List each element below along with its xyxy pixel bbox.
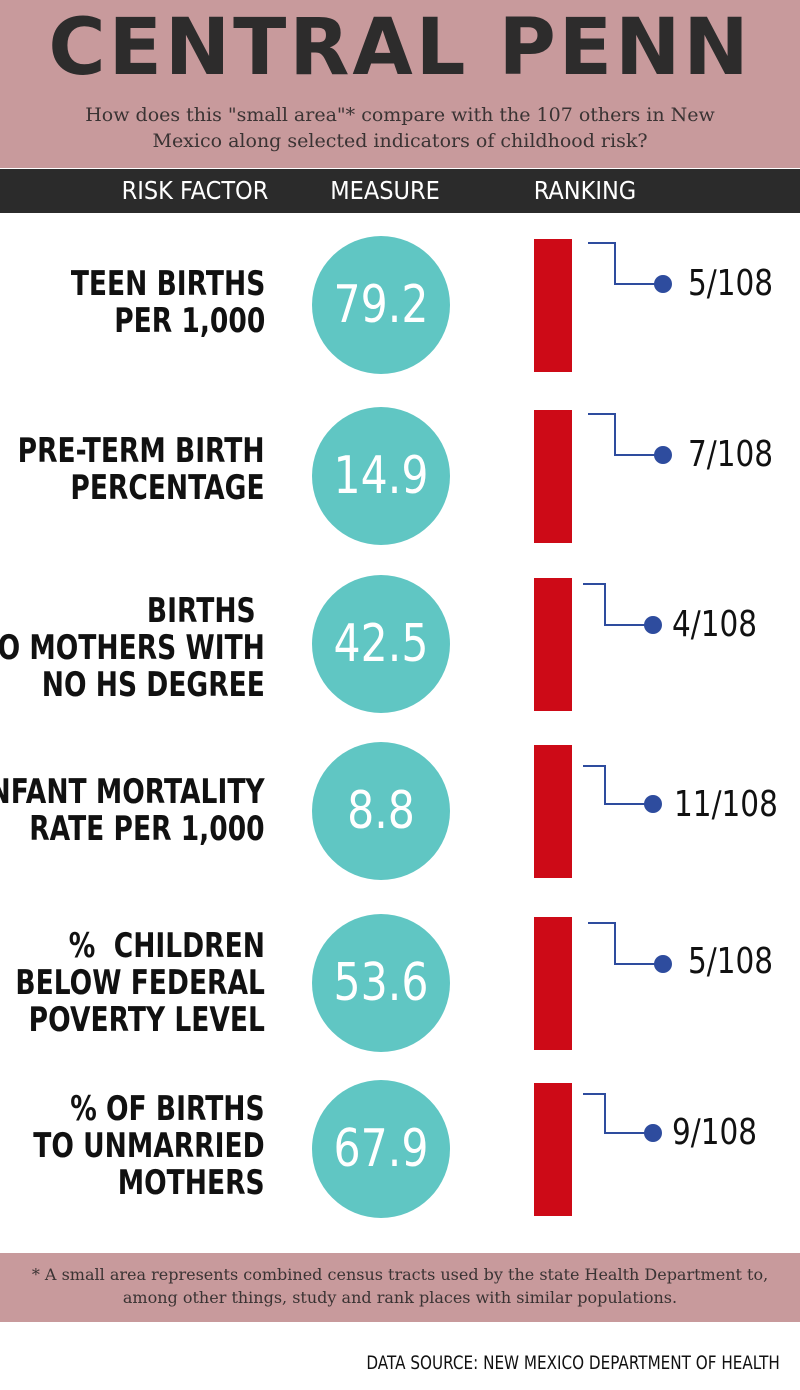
ranking-bar — [534, 917, 572, 1050]
ranking-bar — [534, 745, 572, 878]
ranking-bar — [534, 578, 572, 711]
measure-circle: 14.9 — [312, 407, 450, 545]
ranking-connector — [583, 765, 662, 813]
measure-circle: 79.2 — [312, 236, 450, 374]
ranking-value: 7/108 — [688, 434, 774, 475]
ranking-connector — [583, 583, 662, 634]
measure-value: 67.9 — [333, 1119, 429, 1179]
footnote-banner: * A small area represents combined censu… — [0, 1253, 800, 1322]
ranking-connector — [588, 922, 672, 973]
indicator-row: % CHILDREN BELOW FEDERAL POVERTY LEVEL 5… — [0, 914, 800, 1054]
page-title: CENTRAL PENN — [48, 3, 752, 93]
data-source: DATA SOURCE: NEW MEXICO DEPARTMENT OF HE… — [366, 1352, 780, 1374]
column-header-risk: RISK FACTOR — [121, 176, 269, 205]
risk-factor-label: PRE-TERM BIRTH PERCENTAGE — [18, 431, 265, 508]
measure-circle: 67.9 — [312, 1080, 450, 1218]
column-header-ranking: RANKING — [533, 176, 637, 205]
measure-value: 79.2 — [333, 275, 429, 335]
ranking-connector — [583, 1093, 662, 1142]
measure-circle: 42.5 — [312, 575, 450, 713]
risk-factor-label: % OF BIRTHS TO UNMARRIED MOTHERS — [33, 1089, 266, 1203]
risk-factor-label: INFANT MORTALITY RATE PER 1,000 — [0, 772, 265, 849]
ranking-bar — [534, 410, 572, 543]
ranking-bar — [534, 1083, 572, 1216]
indicator-row: INFANT MORTALITY RATE PER 1,000 8.8 11/1… — [0, 742, 800, 882]
indicator-row: PRE-TERM BIRTH PERCENTAGE 14.9 7/108 — [0, 405, 800, 545]
ranking-value: 11/108 — [674, 784, 778, 825]
measure-value: 42.5 — [333, 614, 429, 674]
measure-value: 14.9 — [333, 446, 429, 506]
indicator-row: BIRTHS TO MOTHERS WITH NO HS DEGREE 42.5… — [0, 575, 800, 715]
indicator-row: TEEN BIRTHS PER 1,000 79.2 5/108 — [0, 234, 800, 374]
risk-factor-label: BIRTHS TO MOTHERS WITH NO HS DEGREE — [0, 591, 265, 705]
risk-factor-label: % CHILDREN BELOW FEDERAL POVERTY LEVEL — [15, 926, 265, 1040]
ranking-bar — [534, 239, 572, 372]
column-header-measure: MEASURE — [330, 176, 440, 205]
page-subtitle: How does this "small area"* compare with… — [85, 104, 715, 152]
column-header-bar: RISK FACTOR MEASURE RANKING — [0, 169, 800, 213]
ranking-value: 4/108 — [672, 604, 758, 645]
ranking-connector — [588, 413, 672, 464]
header-banner: CENTRAL PENN How does this "small area"*… — [0, 0, 800, 168]
indicator-row: % OF BIRTHS TO UNMARRIED MOTHERS 67.9 9/… — [0, 1080, 800, 1220]
ranking-connector — [588, 242, 672, 293]
ranking-value: 5/108 — [688, 263, 774, 304]
footnote-text: * A small area represents combined censu… — [31, 1265, 769, 1307]
ranking-value: 5/108 — [688, 941, 774, 982]
ranking-value: 9/108 — [672, 1112, 758, 1153]
measure-value: 53.6 — [333, 953, 429, 1013]
risk-factor-label: TEEN BIRTHS PER 1,000 — [70, 264, 265, 341]
measure-value: 8.8 — [347, 781, 415, 841]
measure-circle: 8.8 — [312, 742, 450, 880]
measure-circle: 53.6 — [312, 914, 450, 1052]
